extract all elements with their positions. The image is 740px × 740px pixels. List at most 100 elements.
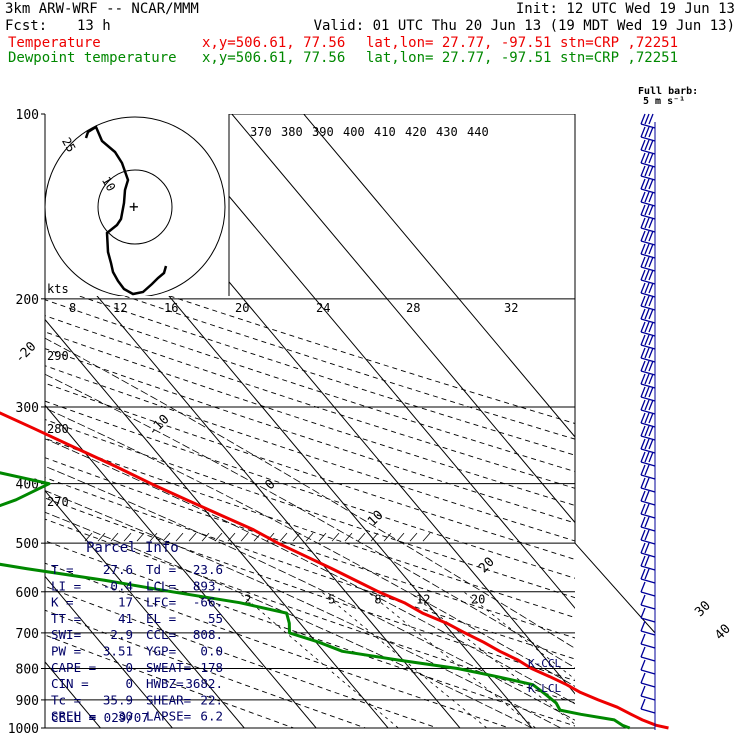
wind-barb-flag — [648, 243, 654, 255]
wind-barb-flag — [640, 360, 646, 372]
wind-barb-flag — [648, 438, 654, 450]
wind-barb-flag — [644, 321, 650, 333]
wind-barb — [640, 539, 656, 545]
wind-barb — [640, 643, 656, 649]
theta-label: 420 — [405, 125, 427, 139]
wind-barb-flag — [644, 152, 650, 164]
parcel-value: 17 — [118, 595, 133, 610]
wind-barb-flag — [644, 412, 650, 424]
hatch-mark — [383, 532, 392, 542]
wind-barb-flag — [648, 334, 654, 346]
sounding-traces — [0, 411, 669, 730]
hodograph-box: + 25 10 kts — [45, 114, 230, 296]
hatch-mark — [396, 532, 405, 542]
parcel-value: 35.9 — [103, 692, 133, 707]
wind-barb — [640, 591, 656, 597]
wind-barb-flag — [640, 477, 646, 489]
isotherm-label: 20 — [476, 555, 498, 577]
parcel-label: LI = — [51, 578, 81, 593]
wind-barb-flag — [644, 555, 650, 567]
wind-barb — [640, 708, 656, 714]
wind-barb-flag — [644, 204, 650, 216]
mixing-ratio-lines — [237, 591, 575, 728]
theta-labels: 370 380 390 400 410 420 430 440 290 280 270 — [47, 125, 489, 509]
wind-barb-flag — [640, 334, 646, 346]
wind-barb-flag — [648, 269, 654, 281]
isotherm-label: 40 — [712, 622, 734, 644]
parcel-cell: CELL = 029/07 — [51, 710, 149, 725]
dry-adiabat-line — [45, 477, 575, 660]
parcel-value: 3.51 — [103, 644, 133, 659]
wind-barb-flag — [640, 542, 646, 554]
parcel-value: 2.9 — [110, 627, 133, 642]
parcel-value: 808. — [193, 627, 223, 642]
dry-adiabat-line — [45, 253, 575, 424]
parcel-label: CCL= — [146, 627, 176, 642]
pressure-label: 800 — [16, 662, 39, 677]
wind-barb — [640, 682, 656, 688]
parcel-value: -0.4 — [103, 578, 133, 593]
wind-barb-flag — [648, 126, 654, 138]
moist-adiabat-line — [45, 337, 575, 649]
wind-barb-flag — [640, 191, 646, 203]
wind-barb-flag — [644, 139, 650, 151]
wind-barb-flag — [648, 321, 654, 333]
isotherm-label: 10 — [365, 508, 387, 530]
wind-barb-flag — [648, 373, 654, 385]
wind-barb — [640, 578, 656, 584]
wind-barb-flag — [640, 282, 646, 294]
parcel-label: HWBZ= — [146, 676, 184, 691]
dewpoint-legend-label: Dewpoint temperature — [8, 50, 177, 66]
init-time: Init: 12 UTC Wed 19 Jun 13 — [515, 1, 735, 17]
wind-barb-flag — [648, 386, 654, 398]
hodograph-ring-label-10: 10 — [99, 174, 118, 194]
wind-barb — [640, 604, 656, 610]
wind-barb — [640, 656, 656, 662]
wind-barb-flag — [644, 295, 650, 307]
isotherm-line — [159, 114, 575, 609]
dry-adiabat-line — [45, 609, 367, 728]
wind-barb-flag — [640, 451, 646, 463]
temperature-legend-latlon: lat,lon= 27.77, -97.51 — [366, 35, 552, 51]
theta-label: 400 — [343, 125, 365, 139]
wind-barb-flag — [644, 191, 650, 203]
wind-barb-flag — [640, 503, 646, 515]
model-title: 3km ARW-WRF -- NCAR/MMM — [5, 1, 199, 17]
wind-barb-flag — [648, 256, 654, 268]
wind-barb-flag — [640, 373, 646, 385]
mixing-ratio-line — [367, 591, 536, 728]
theta-label: 370 — [250, 125, 272, 139]
hodo-speed-labels: 8 12 16 20 24 28 32 — [69, 301, 518, 315]
wind-barb-flag — [648, 308, 654, 320]
parcel-label: YGP= — [146, 644, 176, 659]
wind-barb-flag — [644, 373, 650, 385]
theta-left-label: 290 — [47, 349, 69, 363]
hatch-mark — [136, 532, 145, 542]
wind-barb-flag — [640, 178, 646, 190]
barb-key-value: 5 m s⁻¹ — [643, 96, 685, 107]
wind-barb-flag — [648, 347, 654, 359]
hodo-speed-label: 20 — [235, 301, 249, 315]
dry-adiabat-line — [45, 540, 575, 727]
theta-left-label: 270 — [47, 495, 69, 509]
dry-adiabat-line — [45, 497, 575, 682]
hodo-speed-label: 24 — [316, 301, 330, 315]
wind-barb-flag — [640, 386, 646, 398]
hatch-mark — [331, 532, 340, 542]
wind-barb-flag — [640, 139, 646, 151]
wind-barb-flag — [648, 178, 654, 190]
hatch-mark — [318, 532, 327, 542]
hodograph-ring-outer — [45, 116, 226, 296]
wind-barb-flag — [640, 672, 646, 684]
temperature-legend-xy: x,y=506.61, 77.56 — [202, 35, 346, 51]
moist-adiabat-line — [45, 465, 575, 721]
mixing-ratio-label: 8 — [374, 593, 381, 607]
forecast-hour: 13 h — [77, 18, 111, 34]
wind-barb-flag — [644, 217, 650, 229]
moist-adiabat-line — [45, 373, 575, 669]
wind-barb — [640, 500, 656, 506]
wind-barb-flag — [640, 321, 646, 333]
wind-barbs: Full barb: 5 m s⁻¹ — [638, 86, 698, 730]
wind-barb-flag — [640, 165, 646, 177]
wind-barb-flag — [640, 698, 646, 710]
